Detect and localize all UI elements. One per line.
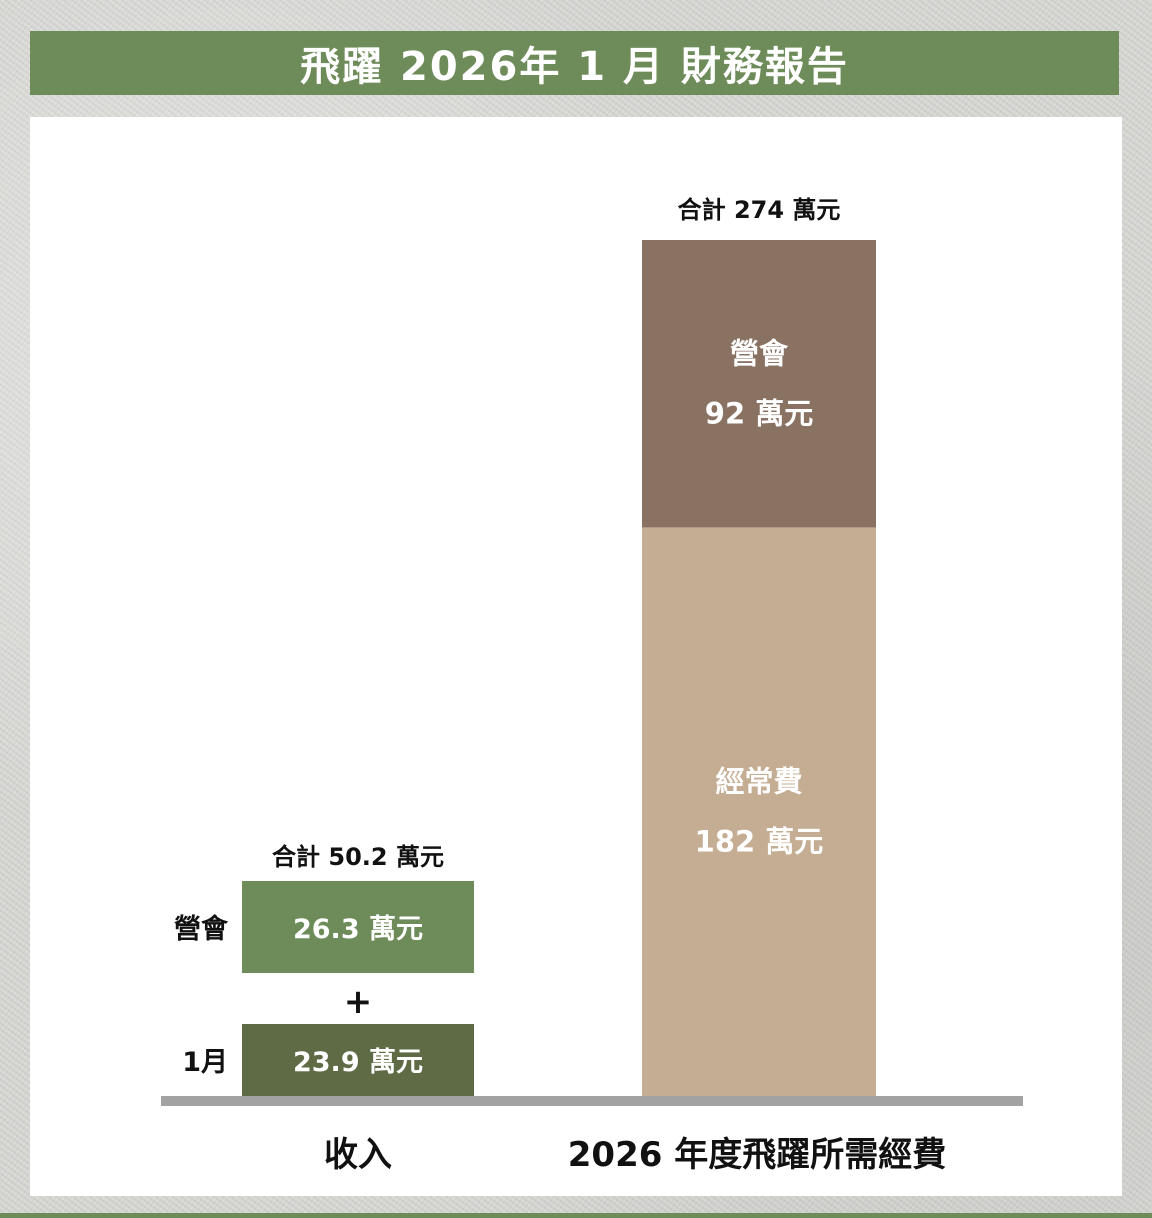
chart-panel (30, 117, 1122, 1196)
income-box-value-0: 26.3 萬元 (293, 914, 423, 945)
expense-segment-value-1: 92 萬元 (705, 397, 813, 431)
income-box-0 (242, 881, 474, 973)
bottom-rule (0, 1213, 1152, 1218)
chart-baseline (161, 1096, 1023, 1106)
expense-segment-name-0: 經常費 (715, 765, 802, 799)
income-box-name-0: 營會 (174, 913, 229, 945)
expense-segment-name-1: 營會 (730, 337, 789, 371)
plus-sign: + (344, 982, 373, 1022)
income-box-value-1: 23.9 萬元 (293, 1047, 423, 1078)
category-label-expense: 2026 年度飛躍所需經費 (568, 1135, 946, 1175)
expense-total-label: 合計 274 萬元 (678, 196, 841, 224)
income-box-name-1: 1月 (182, 1047, 228, 1078)
expense-segment-1 (642, 240, 876, 528)
expense-segment-0 (642, 527, 876, 1096)
expense-segment-value-0: 182 萬元 (695, 825, 824, 859)
income-total-label: 合計 50.2 萬元 (272, 843, 444, 871)
category-label-income: 收入 (324, 1135, 392, 1175)
income-box-1 (242, 1024, 474, 1096)
page-title: 飛躍 2026年 1 月 財務報告 (30, 31, 1119, 95)
